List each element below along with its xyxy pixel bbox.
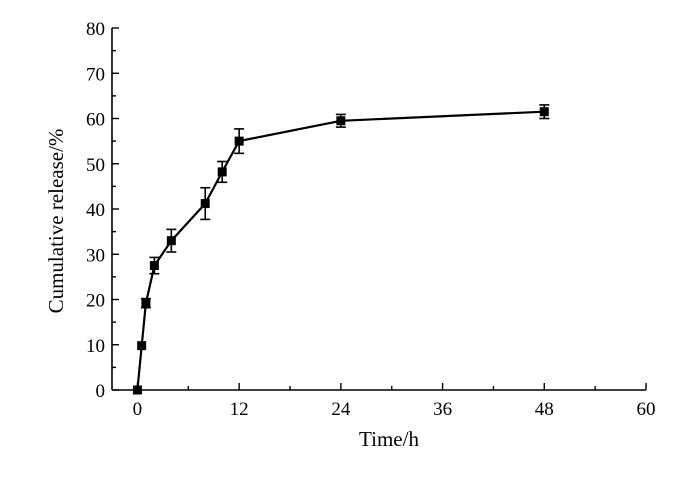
x-axis: 0 12 24 36 48 60 xyxy=(112,383,656,420)
y-tick-label: 30 xyxy=(86,245,105,266)
y-tick-label: 50 xyxy=(86,155,105,176)
plot-area xyxy=(132,104,550,395)
y-tick-label: 40 xyxy=(86,200,105,221)
data-point xyxy=(336,116,346,126)
y-tick-label: 20 xyxy=(86,291,105,312)
y-tick-label: 10 xyxy=(86,336,105,357)
y-axis: 0 10 20 30 40 50 60 70 80 xyxy=(86,19,119,402)
y-tick-label: 70 xyxy=(86,64,105,85)
data-point xyxy=(539,107,549,117)
x-tick-label: 24 xyxy=(331,399,351,420)
data-point xyxy=(141,298,151,308)
x-tick-label: 12 xyxy=(230,399,249,420)
x-tick-label: 48 xyxy=(535,399,554,420)
data-point xyxy=(132,385,142,395)
y-tick-label: 0 xyxy=(96,381,106,402)
data-point xyxy=(137,341,147,351)
y-tick-label: 60 xyxy=(86,110,105,131)
y-axis-title: Cumulative release/% xyxy=(44,129,68,314)
data-point xyxy=(200,199,210,209)
data-point xyxy=(149,261,159,271)
x-axis-title: Time/h xyxy=(359,427,419,451)
data-point xyxy=(217,167,227,177)
x-tick-label: 36 xyxy=(433,399,452,420)
x-tick-label: 60 xyxy=(637,399,656,420)
series-line xyxy=(136,110,545,391)
x-tick-label: 0 xyxy=(133,399,143,420)
y-tick-label: 80 xyxy=(86,19,105,40)
data-point xyxy=(166,236,176,246)
data-point xyxy=(234,136,244,146)
